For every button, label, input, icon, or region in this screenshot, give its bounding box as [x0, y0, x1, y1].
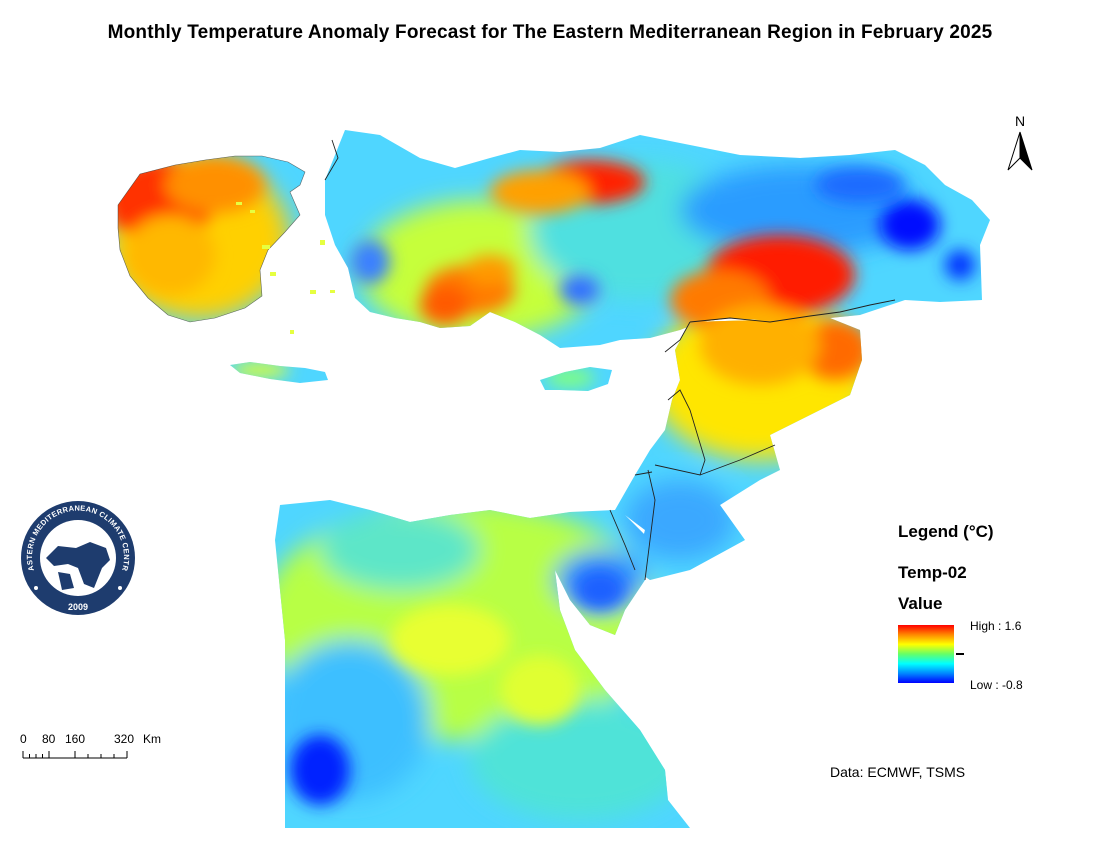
logo-year: 2009: [68, 602, 88, 612]
scale-bar-graphic: [22, 751, 128, 759]
aegean-islands: [236, 202, 335, 334]
legend-field: Value: [898, 594, 943, 613]
legend-heading: Legend (°C): [898, 522, 994, 541]
scale-tick-160: 160: [65, 732, 86, 746]
map-title: Monthly Temperature Anomaly Forecast for…: [107, 22, 993, 43]
north-label: N: [1015, 113, 1025, 129]
coastlines: [117, 155, 306, 323]
scale-unit: Km: [143, 732, 161, 746]
legend-tick: [956, 653, 964, 655]
legend-low-label: Low : -0.8: [970, 678, 1023, 692]
scale-tick-80: 80: [42, 732, 56, 746]
scale-tick-320: 320: [114, 732, 135, 746]
data-credit: Data: ECMWF, TSMS: [830, 764, 966, 780]
legend-color-ramp: [898, 625, 954, 683]
country-borders: [324, 139, 896, 581]
anomaly-raster: [118, 130, 990, 828]
north-arrow-icon: N: [1007, 113, 1033, 171]
legend-high-label: High : 1.6: [970, 619, 1022, 633]
scale-tick-0: 0: [20, 732, 27, 746]
legend-layer: Temp-02: [898, 563, 967, 582]
emcc-logo-icon: 2009 EASTERN MEDITERRANEAN CLIMATE CENTR…: [18, 498, 135, 615]
